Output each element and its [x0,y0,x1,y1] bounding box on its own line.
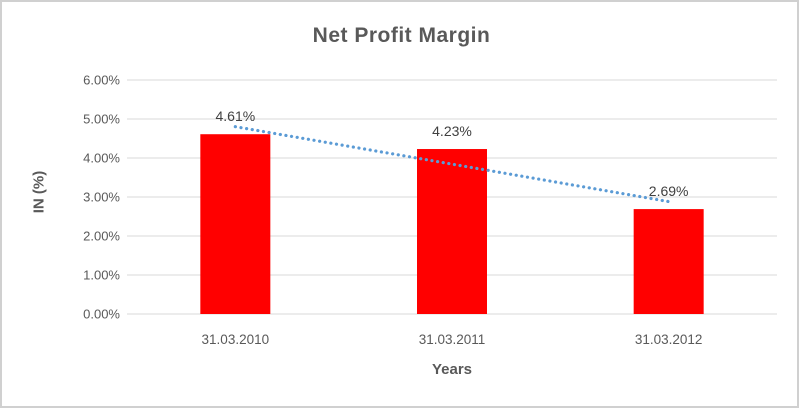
data-label: 4.61% [215,108,256,125]
y-tick-label: 5.00% [83,111,120,127]
y-tick-label: 2.00% [83,228,120,244]
data-label: 4.23% [432,123,472,140]
bar [633,209,704,314]
bar [417,149,487,314]
y-tick-label: 0.00% [83,306,120,322]
y-tick-label: 3.00% [83,189,120,205]
x-tick-label: 31.03.2012 [634,332,703,347]
y-tick-label: 4.00% [83,150,120,166]
y-tick-label: 6.00% [83,72,120,88]
x-axis-title: Years [431,361,473,378]
y-tick-label: 1.00% [83,267,120,283]
chart-title: Net Profit Margin [312,24,491,47]
trendline [233,125,671,204]
x-tick-label: 31.03.2010 [201,332,270,347]
data-label: 2.69% [648,183,689,200]
x-tick-label: 31.03.2011 [418,332,486,347]
bar [200,134,271,314]
